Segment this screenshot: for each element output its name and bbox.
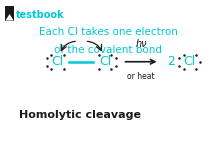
Text: Cl: Cl: [51, 55, 64, 68]
Text: Cl: Cl: [99, 55, 111, 68]
Polygon shape: [5, 14, 14, 21]
Text: Homolytic cleavage: Homolytic cleavage: [19, 110, 141, 120]
Text: Each Cl takes one electron: Each Cl takes one electron: [39, 27, 178, 37]
Text: Cl: Cl: [184, 55, 196, 68]
Text: of the covalent bond: of the covalent bond: [54, 45, 163, 55]
Text: hν: hν: [135, 39, 147, 49]
FancyBboxPatch shape: [5, 6, 14, 21]
Text: testbook: testbook: [16, 10, 65, 20]
Text: or heat: or heat: [127, 72, 155, 81]
Text: 2: 2: [168, 55, 175, 68]
